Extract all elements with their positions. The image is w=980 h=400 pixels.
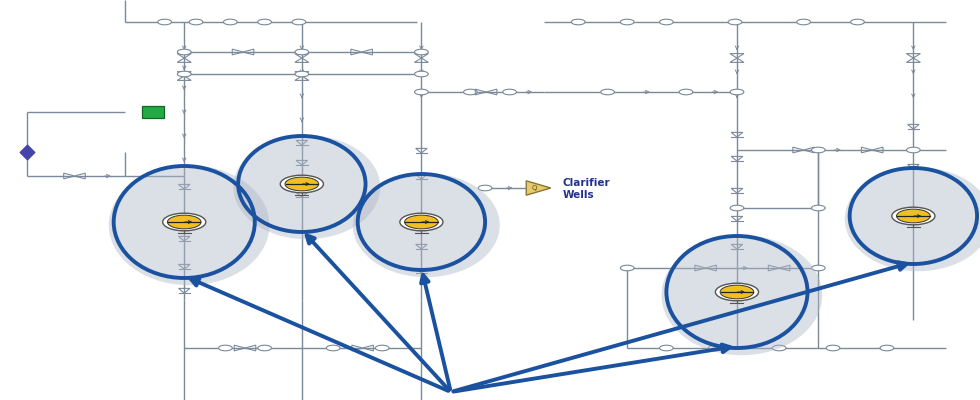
Circle shape bbox=[295, 49, 309, 55]
Circle shape bbox=[571, 19, 585, 25]
Circle shape bbox=[503, 89, 516, 95]
Circle shape bbox=[285, 177, 319, 191]
Circle shape bbox=[415, 89, 428, 95]
Ellipse shape bbox=[353, 173, 500, 277]
Circle shape bbox=[720, 285, 754, 299]
Circle shape bbox=[730, 205, 744, 211]
Circle shape bbox=[280, 175, 323, 193]
Circle shape bbox=[897, 209, 930, 223]
Circle shape bbox=[851, 19, 864, 25]
Circle shape bbox=[168, 215, 201, 229]
Circle shape bbox=[478, 185, 492, 191]
FancyBboxPatch shape bbox=[142, 106, 164, 118]
Circle shape bbox=[223, 19, 237, 25]
Circle shape bbox=[405, 215, 438, 229]
Ellipse shape bbox=[845, 167, 980, 271]
Circle shape bbox=[797, 19, 810, 25]
Text: Q: Q bbox=[531, 185, 537, 191]
Circle shape bbox=[679, 89, 693, 95]
Circle shape bbox=[375, 345, 389, 351]
Circle shape bbox=[811, 147, 825, 153]
Ellipse shape bbox=[233, 135, 380, 239]
Circle shape bbox=[730, 89, 744, 95]
Circle shape bbox=[620, 265, 634, 271]
Circle shape bbox=[163, 213, 206, 231]
Circle shape bbox=[258, 19, 271, 25]
Circle shape bbox=[906, 147, 920, 153]
Circle shape bbox=[620, 19, 634, 25]
Circle shape bbox=[880, 345, 894, 351]
Circle shape bbox=[292, 19, 306, 25]
Circle shape bbox=[189, 19, 203, 25]
Circle shape bbox=[660, 345, 673, 351]
Text: Clarifier: Clarifier bbox=[563, 178, 611, 188]
Circle shape bbox=[326, 345, 340, 351]
Circle shape bbox=[826, 345, 840, 351]
Circle shape bbox=[660, 19, 673, 25]
Circle shape bbox=[709, 345, 722, 351]
Circle shape bbox=[177, 49, 191, 55]
Circle shape bbox=[400, 213, 443, 231]
Circle shape bbox=[811, 265, 825, 271]
Text: Wells: Wells bbox=[563, 190, 594, 200]
Circle shape bbox=[295, 71, 309, 77]
Circle shape bbox=[177, 71, 191, 77]
Circle shape bbox=[772, 345, 786, 351]
Circle shape bbox=[811, 205, 825, 211]
Polygon shape bbox=[526, 181, 551, 195]
Circle shape bbox=[601, 89, 614, 95]
Circle shape bbox=[158, 19, 172, 25]
Circle shape bbox=[464, 89, 477, 95]
Ellipse shape bbox=[109, 165, 270, 285]
Circle shape bbox=[715, 283, 759, 301]
Circle shape bbox=[415, 49, 428, 55]
Circle shape bbox=[415, 71, 428, 77]
Circle shape bbox=[258, 345, 271, 351]
Circle shape bbox=[219, 345, 232, 351]
Point bbox=[20, 149, 35, 155]
Ellipse shape bbox=[662, 235, 822, 355]
Circle shape bbox=[728, 19, 742, 25]
Circle shape bbox=[892, 207, 935, 225]
